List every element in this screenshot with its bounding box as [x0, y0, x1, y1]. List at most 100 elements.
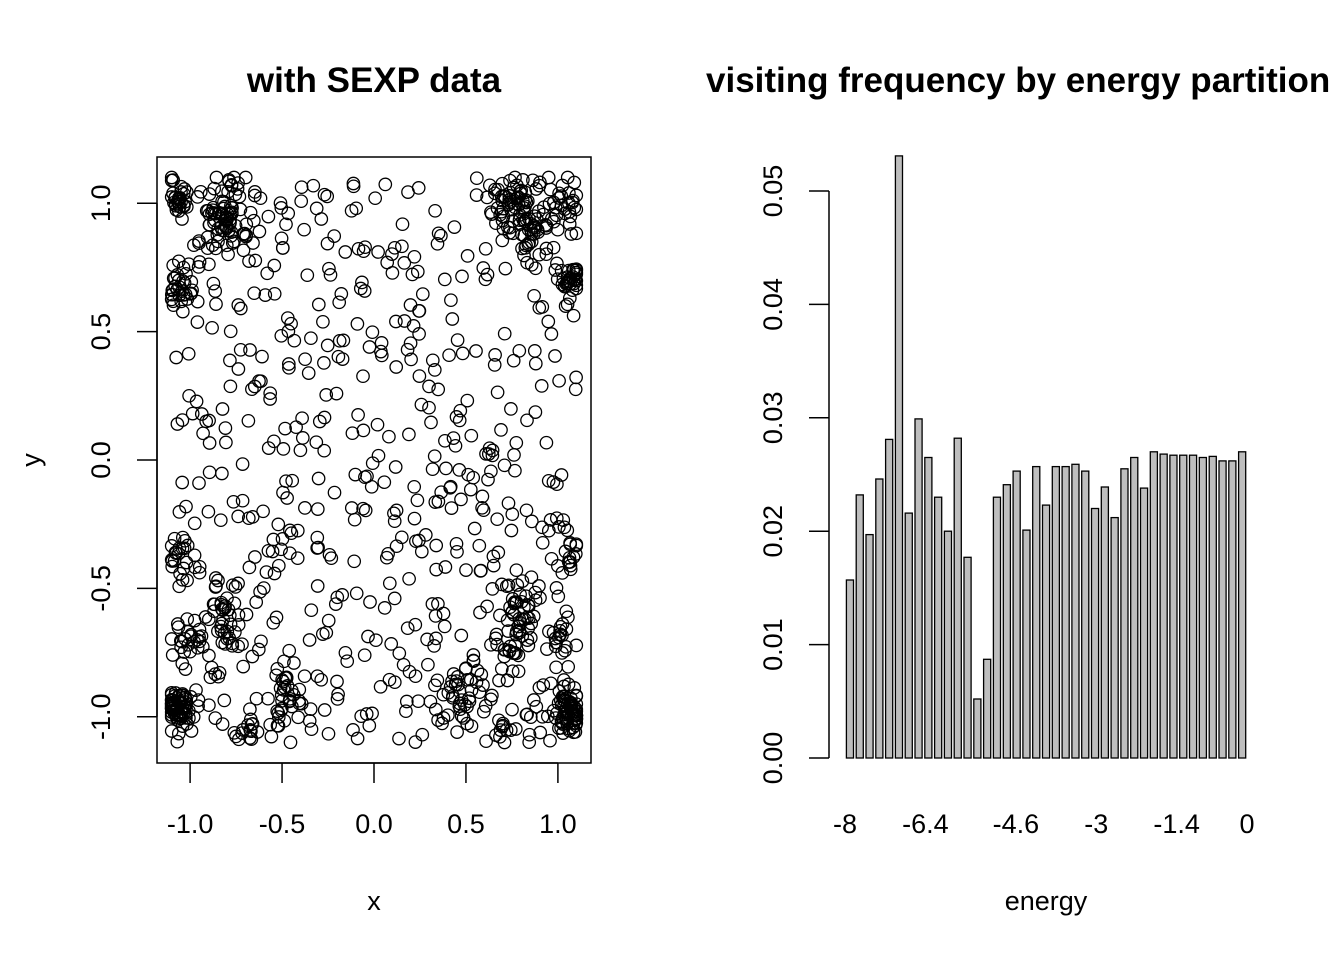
scatter-point [486, 549, 501, 564]
scatter-point [284, 526, 299, 541]
scatter-points [164, 170, 584, 750]
scatter-point [469, 344, 483, 358]
scatter-point [554, 721, 568, 735]
scatter-point [484, 692, 498, 707]
bar-x-axis: -8 -6.4 -4.6 -3 -1.4 0 [833, 809, 1255, 839]
scatter-point [310, 579, 325, 593]
scatter-point [283, 523, 297, 538]
scatter-point [439, 461, 453, 476]
scatter-point [521, 621, 536, 636]
scatter-point [533, 725, 548, 740]
scatter-point [278, 421, 292, 436]
scatter-point [356, 369, 370, 384]
scatter-point [226, 494, 241, 509]
scatter-point [526, 693, 541, 707]
scatter-point [243, 343, 257, 357]
scatter-point [208, 580, 223, 594]
scatter-point [295, 411, 309, 426]
scatter-point [412, 304, 426, 318]
scatter-point [429, 562, 444, 577]
scatter-point [460, 249, 475, 263]
scatter-point [402, 664, 417, 679]
scatter-point [167, 531, 182, 546]
scatter-point [201, 612, 216, 627]
scatter-point [294, 194, 309, 209]
scatter-point [377, 601, 392, 615]
scatter-point [322, 261, 336, 276]
scatter-point [529, 182, 544, 196]
scatter-point [434, 228, 448, 243]
scatter-point [381, 546, 395, 561]
scatter-point [515, 241, 529, 256]
scatter-point [238, 170, 253, 185]
scatter-x-tick-label: 0.0 [355, 809, 393, 839]
scatter-point [507, 645, 522, 660]
scatter-point [282, 546, 297, 561]
scatter-point [278, 671, 293, 685]
scatter-point [498, 642, 512, 657]
scatter-point [256, 581, 271, 595]
scatter-point [445, 312, 460, 326]
scatter-point [399, 694, 414, 709]
scatter-point [450, 333, 465, 347]
scatter-point [356, 423, 371, 438]
scatter-point [243, 731, 257, 745]
scatter-point [403, 336, 418, 351]
scatter-point [549, 660, 563, 675]
scatter-point [510, 578, 525, 592]
scatter-point [539, 435, 554, 450]
scatter-point [164, 170, 179, 185]
scatter-point [431, 597, 445, 611]
scatter-point [179, 266, 193, 281]
scatter-point [485, 448, 500, 463]
scatter-point [356, 244, 371, 259]
scatter-point [518, 192, 533, 207]
scatter-point [282, 360, 296, 375]
scatter-point [524, 227, 539, 241]
scatter-point [242, 560, 257, 575]
scatter-point [528, 356, 543, 371]
scatter-point [517, 600, 531, 615]
scatter-point [498, 189, 512, 204]
scatter-point [428, 609, 443, 623]
scatter-point [529, 212, 544, 226]
scatter-point [310, 669, 325, 684]
bar [1081, 470, 1090, 759]
scatter-point [294, 180, 309, 195]
scatter-point [491, 545, 506, 560]
scatter-point [239, 607, 254, 622]
scatter-point [488, 348, 502, 362]
scatter-x-label: x [367, 886, 381, 916]
scatter-y-axis: -1.0 -0.5 0.0 0.5 1.0 [86, 184, 158, 740]
scatter-point [425, 597, 440, 611]
scatter-point [552, 520, 566, 534]
scatter-point [527, 288, 541, 303]
scatter-point [211, 624, 225, 639]
scatter-point [535, 520, 549, 535]
scatter-point [180, 612, 195, 626]
scatter-point [218, 421, 233, 435]
scatter-point [495, 233, 510, 248]
scatter-point [174, 705, 188, 720]
scatter-point [479, 447, 493, 461]
scatter-point [291, 710, 306, 725]
scatter-point [363, 595, 377, 609]
scatter-point [332, 295, 347, 310]
scatter-point [357, 284, 372, 298]
scatter-point [407, 249, 422, 264]
scatter-point [191, 699, 205, 714]
scatter-point [217, 693, 232, 708]
scatter-point [175, 304, 190, 319]
bar [1159, 453, 1168, 759]
scatter-point [560, 523, 575, 538]
scatter-point [450, 544, 464, 559]
scatter-point [192, 630, 206, 644]
scatter-point [190, 632, 204, 647]
scatter-point [350, 731, 365, 746]
scatter-point [558, 643, 572, 658]
scatter-point [382, 672, 397, 687]
scatter-point [544, 327, 559, 341]
scatter-point [429, 538, 444, 553]
scatter-point [213, 513, 228, 528]
scatter-point [204, 660, 219, 675]
